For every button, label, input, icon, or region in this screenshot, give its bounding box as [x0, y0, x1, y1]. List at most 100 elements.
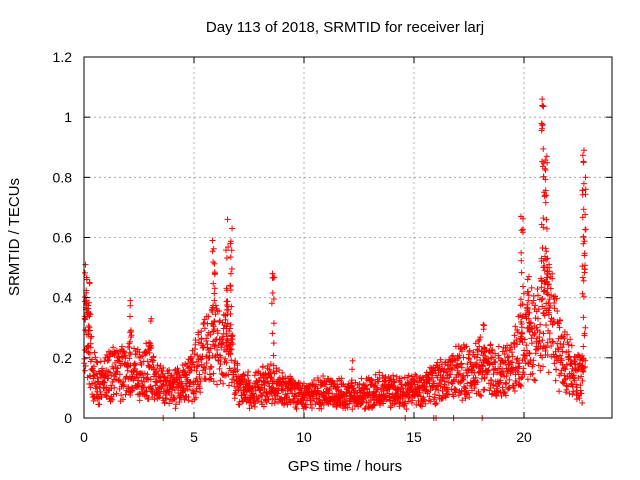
data-point [121, 382, 128, 389]
data-point [87, 335, 94, 342]
data-point [289, 377, 296, 384]
data-point [227, 321, 234, 328]
data-point [551, 305, 558, 312]
data-point [254, 383, 261, 390]
data-point [508, 349, 515, 356]
data-point [460, 354, 467, 361]
data-point [223, 325, 230, 332]
data-point [546, 264, 553, 271]
data-point [86, 280, 93, 287]
data-point [207, 331, 214, 338]
data-point [92, 354, 99, 361]
data-point [525, 292, 532, 299]
data-point [120, 396, 127, 403]
data-point [561, 376, 568, 383]
data-point [138, 378, 145, 385]
data-point [538, 127, 545, 134]
data-point [416, 385, 423, 392]
axis-ticks [83, 56, 612, 419]
data-point [107, 369, 114, 376]
data-point [222, 355, 229, 362]
data-point [98, 394, 105, 401]
data-point [558, 357, 565, 364]
data-point [315, 388, 322, 395]
data-point [231, 391, 238, 398]
data-point [192, 337, 199, 344]
data-point [104, 357, 111, 364]
y-tick-label: 1 [64, 109, 72, 125]
data-point [145, 396, 152, 403]
data-point [576, 395, 583, 402]
data-point [90, 363, 97, 370]
data-point [455, 371, 462, 378]
data-point [539, 121, 546, 128]
data-point [171, 387, 178, 394]
data-point [426, 375, 433, 382]
data-point [193, 385, 200, 392]
data-point [541, 165, 548, 172]
data-point [198, 328, 205, 335]
data-point [197, 389, 204, 396]
data-point [88, 380, 95, 387]
data-point [582, 191, 589, 198]
data-point [504, 367, 511, 374]
data-point [96, 401, 103, 408]
data-point [538, 284, 545, 291]
data-point [282, 374, 289, 381]
data-point [146, 363, 153, 370]
data-point [364, 385, 371, 392]
data-point [390, 376, 397, 383]
data-point [228, 247, 235, 254]
data-point [545, 291, 552, 298]
data-point [254, 398, 261, 405]
data-point [560, 341, 567, 348]
data-point [534, 286, 541, 293]
data-point [582, 174, 589, 181]
data-point [147, 318, 154, 325]
data-point [543, 248, 550, 255]
data-point [216, 308, 223, 315]
data-point [196, 374, 203, 381]
data-point [131, 360, 138, 367]
data-point [399, 396, 406, 403]
data-point [206, 354, 213, 361]
data-point [573, 381, 580, 388]
data-point [268, 390, 275, 397]
data-point [550, 339, 557, 346]
data-point [550, 316, 557, 323]
data-point [485, 367, 492, 374]
data-point [516, 363, 523, 370]
data-point [526, 350, 533, 357]
data-point [269, 330, 276, 337]
data-point [134, 380, 141, 387]
data-point [393, 373, 400, 380]
data-point [540, 103, 547, 110]
data-point [211, 271, 218, 278]
data-point [116, 377, 123, 384]
data-point [518, 249, 525, 256]
data-points [81, 96, 589, 421]
data-point [580, 314, 587, 321]
data-point [85, 342, 92, 349]
data-point [363, 399, 370, 406]
data-point [518, 269, 525, 276]
data-point [528, 335, 535, 342]
data-point [127, 297, 134, 304]
data-point [517, 296, 524, 303]
data-point [188, 355, 195, 362]
data-point [208, 364, 215, 371]
data-point [260, 403, 267, 410]
data-point [161, 374, 168, 381]
data-point [487, 384, 494, 391]
data-point [544, 285, 551, 292]
data-point [276, 367, 283, 374]
data-point [251, 372, 258, 379]
data-point [447, 358, 454, 365]
data-point [491, 366, 498, 373]
data-point [559, 344, 566, 351]
data-point [227, 270, 234, 277]
data-point [540, 330, 547, 337]
data-point [494, 369, 501, 376]
data-point [143, 392, 150, 399]
data-point [175, 367, 182, 374]
